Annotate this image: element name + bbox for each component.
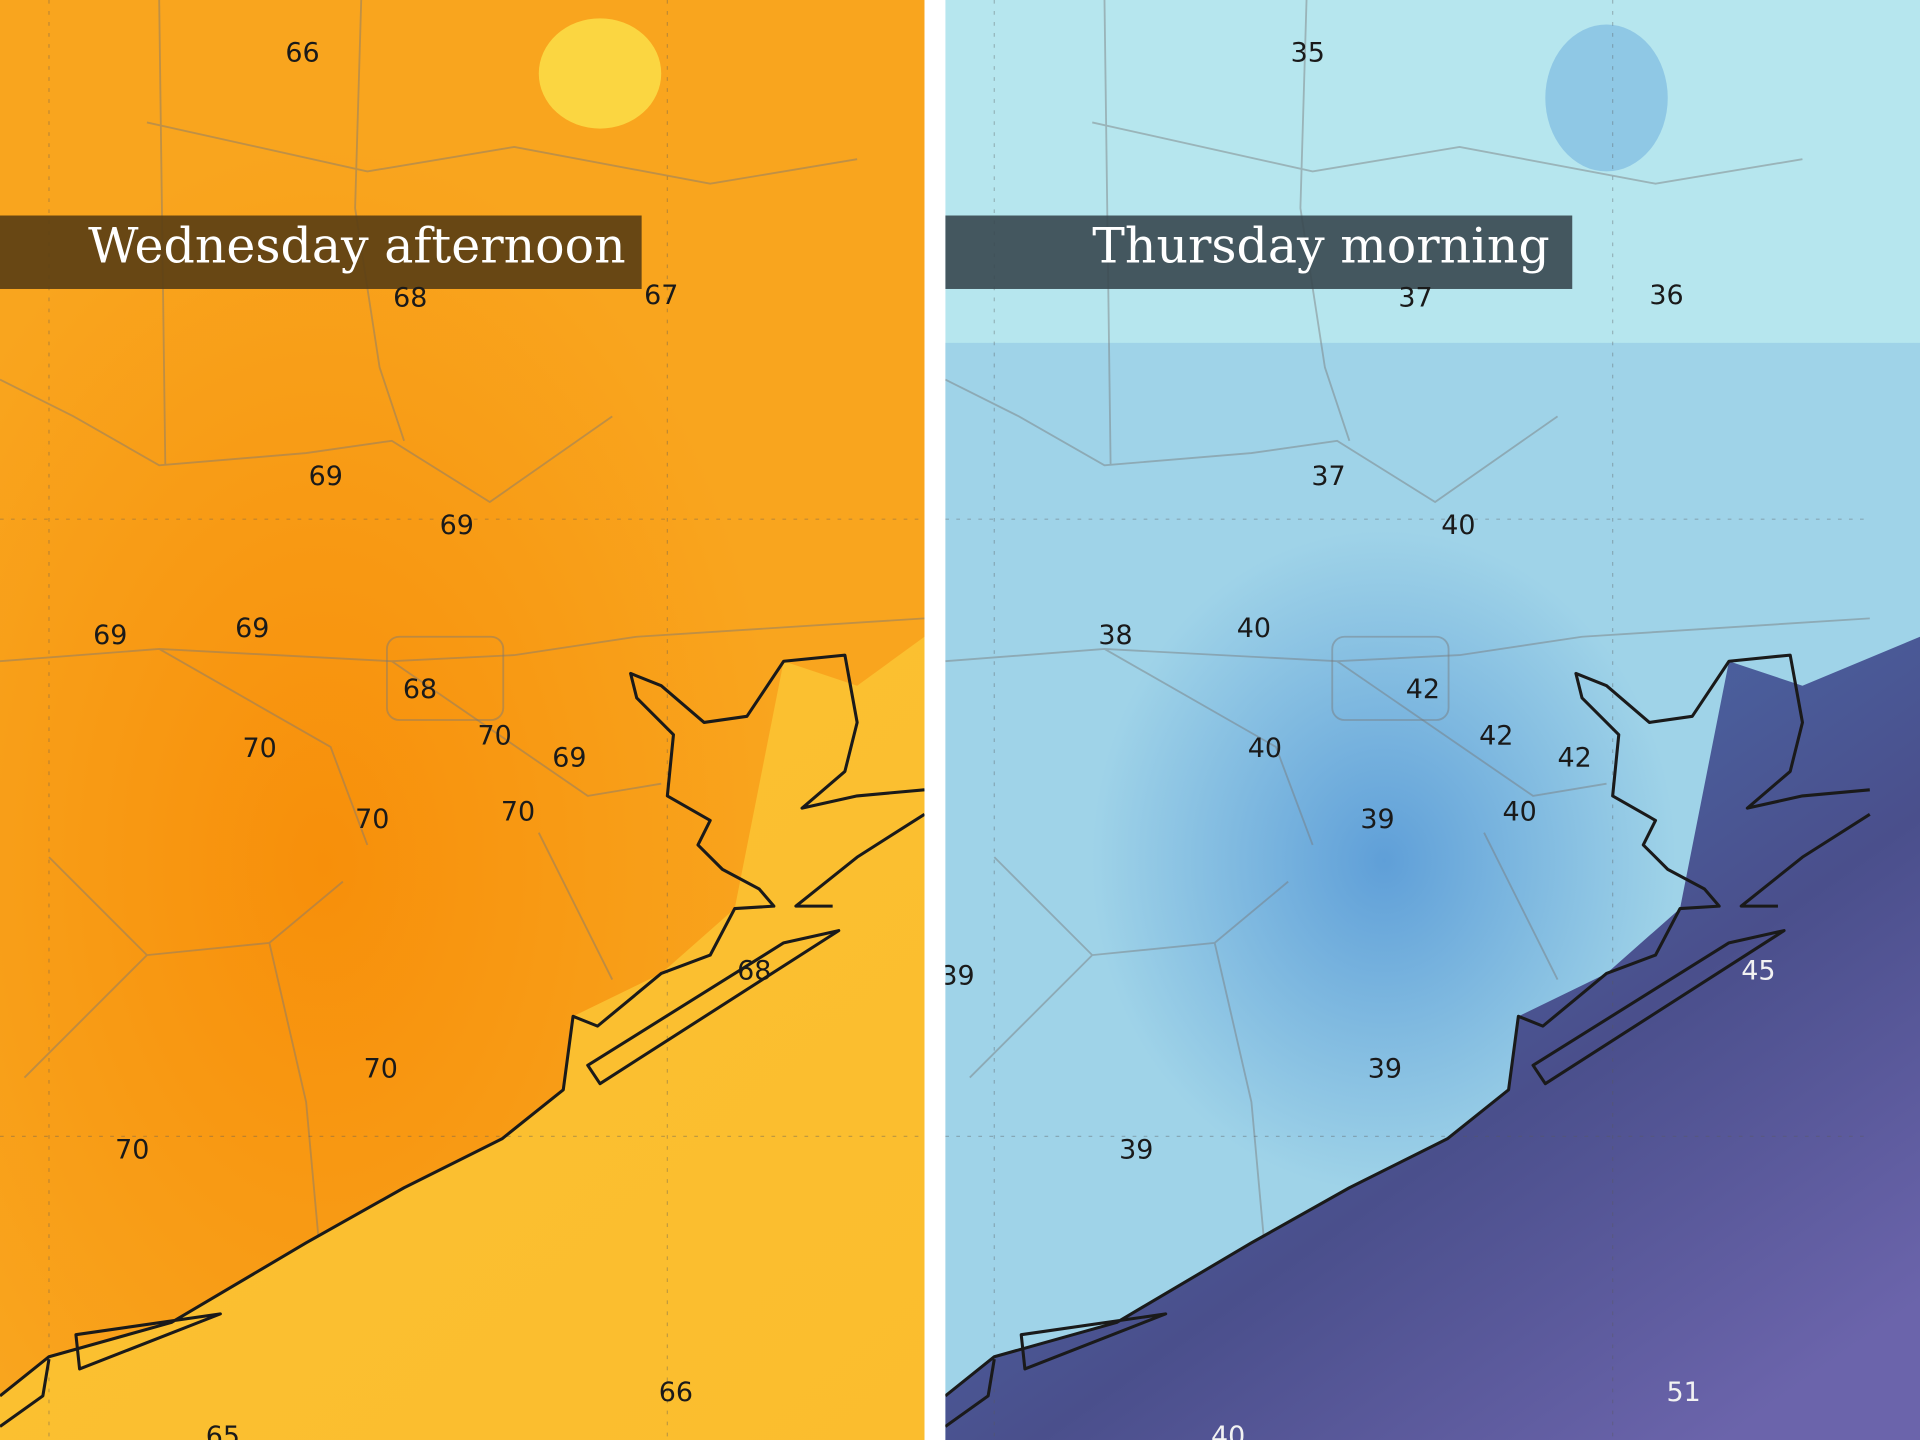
temperature-label: 39	[940, 961, 974, 992]
temperature-label: 45	[1741, 956, 1775, 987]
temperature-label: 42	[1406, 674, 1440, 705]
right-panel: Thursday morning 35 37 36 37 40 38 40 42 40 42 42 3…	[940, 0, 1920, 1440]
temperature-label: 40	[1441, 510, 1475, 541]
temperature-label: 70	[115, 1135, 149, 1166]
left-panel: Wednesday afternoon 66 68 67 69 69 69 69 68 70 70…	[0, 0, 925, 1440]
temperature-label: 40	[1237, 613, 1271, 644]
panel-title: Thursday morning	[1092, 217, 1549, 274]
temperature-label: 35	[1291, 37, 1325, 68]
temperature-label: 69	[93, 620, 127, 651]
temperature-label: 69	[440, 510, 474, 541]
temperature-label: 40	[1211, 1421, 1245, 1440]
temperature-label: 40	[1248, 733, 1282, 764]
temperature-label: 66	[659, 1377, 693, 1408]
temperature-label: 39	[1119, 1135, 1153, 1166]
temperature-label: 69	[235, 613, 269, 644]
temperature-label: 37	[1311, 461, 1345, 492]
temperature-label: 36	[1649, 280, 1683, 311]
temperature-label: 70	[242, 733, 276, 764]
temperature-label: 37	[1398, 282, 1432, 313]
temperature-label: 70	[478, 721, 512, 752]
temperature-label: 68	[403, 674, 437, 705]
panel-title: Wednesday afternoon	[88, 217, 626, 274]
temperature-label: 68	[393, 282, 427, 313]
temperature-label: 38	[1098, 620, 1132, 651]
temperature-label: 70	[364, 1054, 398, 1085]
temperature-label: 39	[1368, 1054, 1402, 1085]
temperature-label: 40	[1502, 797, 1536, 828]
temperature-label: 70	[355, 804, 389, 835]
temperature-label: 66	[285, 37, 319, 68]
title-box	[0, 215, 642, 289]
temperature-label: 69	[552, 743, 586, 774]
temperature-label: 70	[501, 797, 535, 828]
temperature-label: 69	[309, 461, 343, 492]
temperature-label: 42	[1558, 743, 1592, 774]
temperature-label: 51	[1667, 1377, 1701, 1408]
temperature-label: 39	[1360, 804, 1394, 835]
temperature-label: 67	[644, 280, 678, 311]
temperature-label: 42	[1479, 721, 1513, 752]
temperature-label: 65	[206, 1421, 240, 1440]
temperature-label: 68	[737, 956, 771, 987]
title-box	[945, 215, 1573, 289]
